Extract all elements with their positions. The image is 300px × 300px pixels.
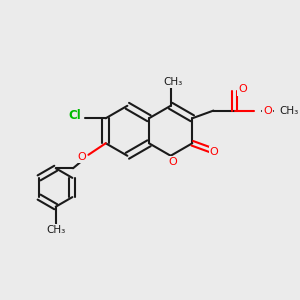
Text: CH₃: CH₃ [280, 106, 299, 116]
Text: O: O [210, 147, 218, 158]
Text: O: O [238, 84, 247, 94]
Text: CH₃: CH₃ [163, 77, 182, 87]
Text: Cl: Cl [69, 109, 81, 122]
Text: O: O [168, 158, 177, 167]
Text: O: O [77, 152, 86, 162]
Text: O: O [263, 106, 272, 116]
Text: CH₃: CH₃ [46, 225, 65, 235]
